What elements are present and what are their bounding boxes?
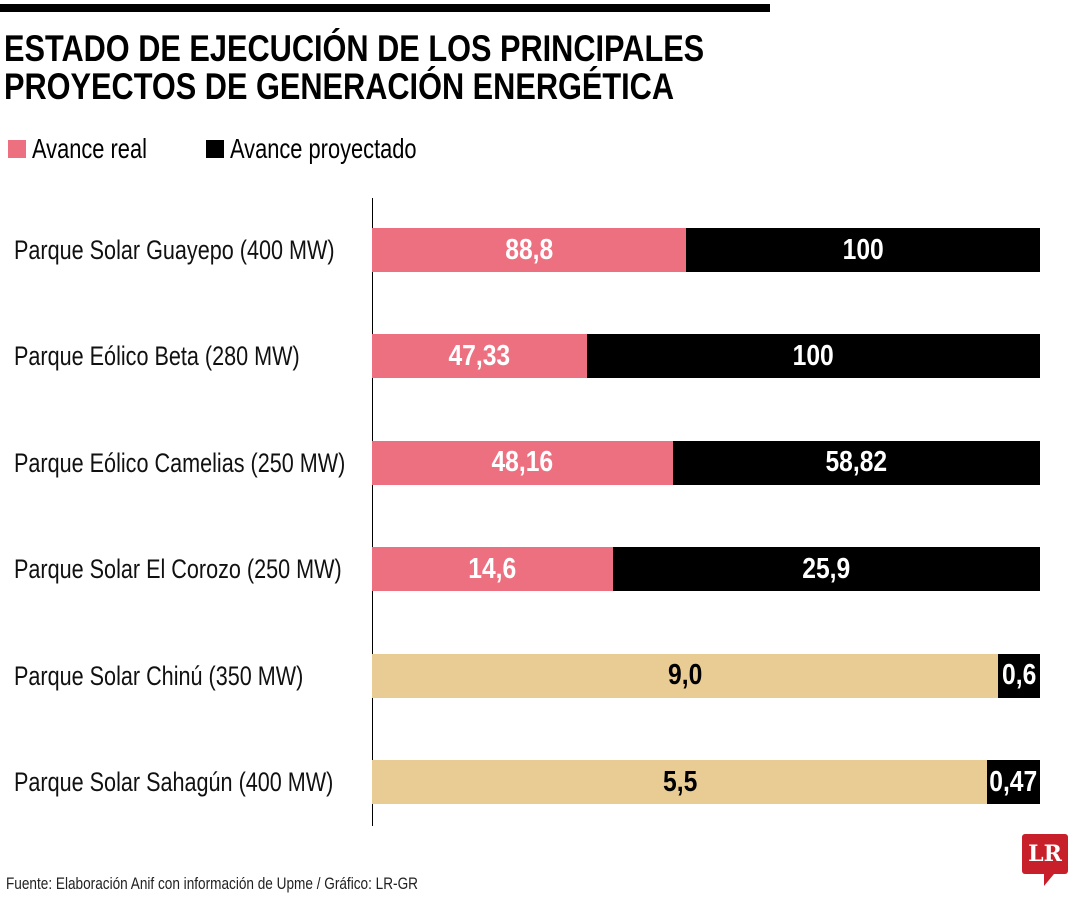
y-axis-line xyxy=(372,198,373,826)
bar-real-label: 14,6 xyxy=(468,552,517,585)
bar-projected: 25,9 xyxy=(612,547,1040,592)
bar-real-label: 47,33 xyxy=(448,339,511,372)
source-note: Fuente: Elaboración Anif con información… xyxy=(6,874,418,893)
bar-real: 88,8 xyxy=(372,228,687,272)
bar-projected-label: 0,6 xyxy=(1001,659,1037,692)
bar-real: 48,16 xyxy=(372,440,673,485)
bar-real: 5,5 xyxy=(372,760,988,804)
category-label: Parque Solar Sahagún (400 MW) xyxy=(14,767,334,797)
bar-projected-label: 58,82 xyxy=(825,446,888,479)
bar-projected: 100 xyxy=(686,228,1040,272)
legend-label-real: Avance real xyxy=(32,133,147,164)
chart-title: ESTADO DE EJECUCIÓN DE LOS PRINCIPALES P… xyxy=(4,30,704,106)
top-rule xyxy=(0,4,770,12)
legend-item-projected: Avance proyectado xyxy=(206,132,469,166)
bar-real: 47,33 xyxy=(372,334,587,379)
bar-real-label: 88,8 xyxy=(505,233,554,266)
bar-projected-label: 100 xyxy=(842,233,884,266)
lr-logo: LR xyxy=(1022,834,1068,874)
bar-real-label: 5,5 xyxy=(662,765,697,798)
legend-swatch-projected xyxy=(206,140,224,158)
category-label: Parque Eólico Beta (280 MW) xyxy=(14,341,300,372)
category-label: Parque Solar Guayepo (400 MW) xyxy=(14,235,335,265)
title-line-1: ESTADO DE EJECUCIÓN DE LOS PRINCIPALES xyxy=(4,28,705,69)
lr-logo-tail xyxy=(1044,874,1054,886)
bar-projected: 0,6 xyxy=(998,653,1040,698)
bar-real: 9,0 xyxy=(372,653,999,698)
category-label: Parque Eólico Camelias (250 MW) xyxy=(14,447,346,478)
bar-projected-label: 25,9 xyxy=(802,552,851,585)
bar-projected: 58,82 xyxy=(672,440,1040,485)
bar-projected-label: 0,47 xyxy=(989,765,1038,798)
bar-real-label: 48,16 xyxy=(491,446,554,479)
bar-projected: 0,47 xyxy=(987,760,1040,804)
legend-item-real: Avance real xyxy=(8,132,179,166)
bar-real: 14,6 xyxy=(372,547,613,592)
legend-swatch-real xyxy=(8,140,26,158)
bar-real-label: 9,0 xyxy=(667,659,703,692)
category-label: Parque Solar El Corozo (250 MW) xyxy=(14,554,342,585)
title-line-2: PROYECTOS DE GENERACIÓN ENERGÉTICA xyxy=(4,66,675,107)
category-label: Parque Solar Chinú (350 MW) xyxy=(14,660,304,691)
bar-projected: 100 xyxy=(586,334,1040,379)
bar-projected-label: 100 xyxy=(792,339,834,372)
legend-label-projected: Avance proyectado xyxy=(230,133,417,164)
